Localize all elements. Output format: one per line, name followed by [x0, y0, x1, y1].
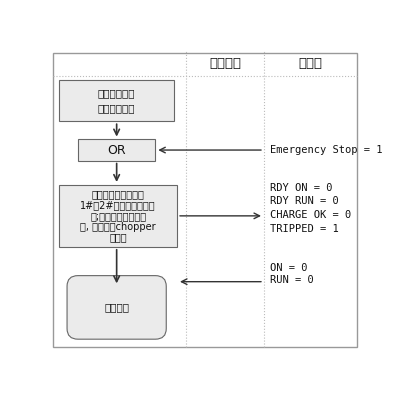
Text: RUN = 0: RUN = 0	[270, 275, 314, 285]
Text: 请求紧急停机: 请求紧急停机	[98, 103, 135, 114]
Text: 器, 分主断、chopper: 器, 分主断、chopper	[80, 222, 156, 232]
Text: 出;分上（下）行接触: 出;分上（下）行接触	[90, 211, 146, 221]
FancyBboxPatch shape	[78, 140, 155, 161]
Text: RDY RUN = 0: RDY RUN = 0	[270, 196, 339, 206]
Text: 控制台: 控制台	[298, 57, 322, 70]
Text: OR: OR	[107, 143, 126, 156]
Text: TRIPPED = 1: TRIPPED = 1	[270, 224, 339, 234]
Text: 1#、2#充电装置封锁输: 1#、2#充电装置封锁输	[80, 200, 156, 210]
FancyBboxPatch shape	[59, 185, 177, 247]
FancyBboxPatch shape	[67, 275, 166, 339]
Text: RDY ON = 0: RDY ON = 0	[270, 183, 333, 193]
Text: 充电装置: 充电装置	[209, 57, 241, 70]
Text: 放电，: 放电，	[109, 233, 127, 242]
Text: Emergency Stop = 1: Emergency Stop = 1	[270, 145, 383, 155]
Text: CHARGE OK = 0: CHARGE OK = 0	[270, 210, 351, 220]
Text: 整流充电装置: 整流充电装置	[98, 88, 135, 98]
Text: 等待复位: 等待复位	[104, 302, 129, 312]
FancyBboxPatch shape	[59, 81, 174, 121]
Text: ON = 0: ON = 0	[270, 263, 308, 273]
Text: 网侧整流器封输出，: 网侧整流器封输出，	[92, 189, 145, 199]
